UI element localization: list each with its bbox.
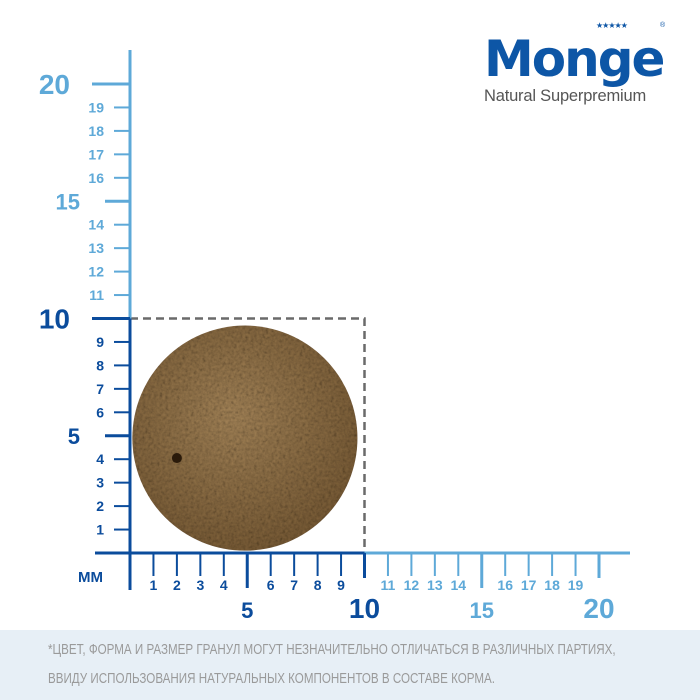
y-tick-label: 8 xyxy=(96,357,104,373)
10mm-dashed-guide xyxy=(130,317,366,553)
logo-tagline: Natural Superpremium xyxy=(484,87,646,105)
x-tick-label: 11 xyxy=(381,577,396,593)
x-major-label: 15 xyxy=(470,598,494,623)
x-tick-label: 2 xyxy=(173,577,181,593)
x-tick-label: 14 xyxy=(451,577,467,593)
x-tick-label: 19 xyxy=(568,577,584,593)
y-tick-label: 3 xyxy=(96,475,104,491)
logo-stars-icon: ★★★★★ xyxy=(596,21,628,30)
logo-brand: Monge xyxy=(484,30,665,88)
monge-logo: ★★★★★ ® Monge Natural Superpremium xyxy=(484,20,674,106)
y-tick-label: 16 xyxy=(88,170,104,186)
y-tick-label: 7 xyxy=(96,381,104,397)
x-tick-label: 3 xyxy=(196,577,204,593)
mm-ruler: 1122334455667788991010111112121313141415… xyxy=(39,50,630,624)
y-tick-label: 9 xyxy=(96,334,104,350)
logo-top-row: ★★★★★ ® xyxy=(484,20,674,32)
x-tick-label: 8 xyxy=(314,577,322,593)
unit-label: мм xyxy=(78,569,103,586)
disclaimer-line-1: *ЦВЕТ, ФОРМА И РАЗМЕР ГРАНУЛ МОГУТ НЕЗНА… xyxy=(48,642,616,658)
x-tick-label: 4 xyxy=(220,577,228,593)
y-tick-label: 2 xyxy=(96,498,104,514)
x-tick-label: 13 xyxy=(427,577,443,593)
x-major-label: 20 xyxy=(583,593,614,624)
kibble-hole xyxy=(171,453,182,464)
x-tick-label: 16 xyxy=(497,577,513,593)
y-tick-label: 1 xyxy=(96,522,104,538)
x-tick-label: 12 xyxy=(404,577,420,593)
y-major-label: 5 xyxy=(68,424,80,449)
x-major-label: 10 xyxy=(349,593,380,624)
registered-icon: ® xyxy=(660,22,666,29)
y-tick-label: 12 xyxy=(88,264,104,280)
x-tick-label: 6 xyxy=(267,577,275,593)
y-tick-label: 18 xyxy=(88,123,104,139)
x-tick-label: 1 xyxy=(150,577,158,593)
x-major-label: 5 xyxy=(241,598,253,623)
disclaimer-line-2: ВВИДУ ИСПОЛЬЗОВАНИЯ НАТУРАЛЬНЫХ КОМПОНЕН… xyxy=(48,671,496,687)
x-tick-label: 7 xyxy=(290,577,298,593)
y-tick-label: 4 xyxy=(96,451,104,467)
y-tick-label: 11 xyxy=(89,287,104,303)
y-major-label: 15 xyxy=(56,189,80,214)
x-tick-label: 17 xyxy=(521,577,537,593)
y-tick-label: 19 xyxy=(88,99,104,115)
y-major-label: 10 xyxy=(39,304,70,335)
y-tick-label: 14 xyxy=(88,217,104,233)
x-tick-label: 9 xyxy=(337,577,345,593)
y-major-label: 20 xyxy=(39,69,70,100)
disclaimer-band: *ЦВЕТ, ФОРМА И РАЗМЕР ГРАНУЛ МОГУТ НЕЗНА… xyxy=(0,630,700,700)
x-tick-label: 18 xyxy=(544,577,560,593)
kibble-image xyxy=(132,325,358,551)
y-tick-label: 6 xyxy=(96,404,104,420)
y-tick-label: 17 xyxy=(88,146,104,162)
y-tick-label: 13 xyxy=(88,240,104,256)
